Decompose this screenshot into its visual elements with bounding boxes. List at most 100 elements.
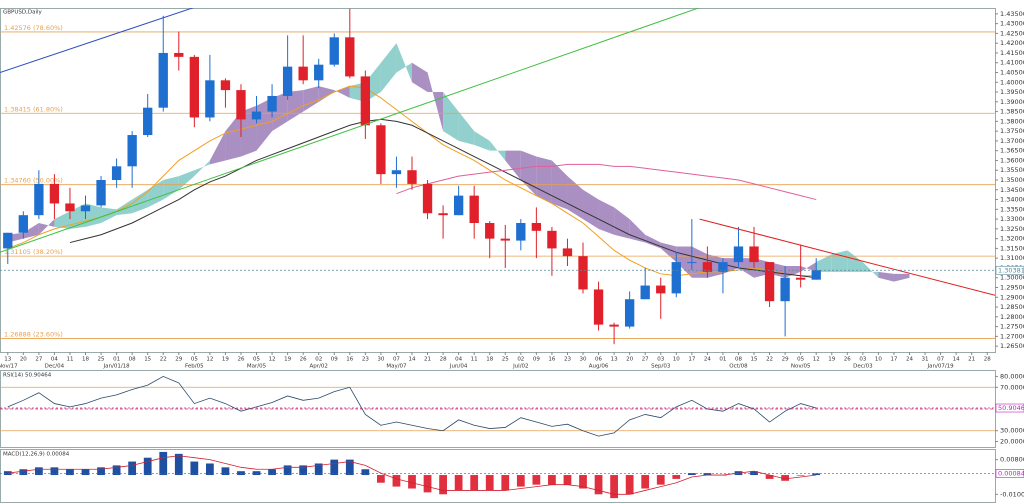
y-tick-label: 1.31000 bbox=[1000, 254, 1024, 262]
candle-body bbox=[656, 285, 666, 294]
x-month-label: Jan/07/19 bbox=[926, 364, 954, 370]
x-tick-label: 13 bbox=[4, 357, 11, 363]
cloud-segment bbox=[334, 86, 350, 98]
x-tick-label: 07 bbox=[937, 357, 944, 363]
candle-body bbox=[562, 248, 573, 257]
candle-body bbox=[158, 52, 168, 108]
x-tick-label: 16 bbox=[346, 357, 353, 363]
macd-bar bbox=[221, 467, 230, 476]
x-tick-label: 10 bbox=[875, 357, 882, 363]
y-tick-label: 1.40000 bbox=[1000, 78, 1024, 86]
macd-bar bbox=[796, 475, 805, 476]
candle-body bbox=[3, 232, 13, 249]
macd-bar bbox=[268, 469, 276, 476]
macd-bar bbox=[97, 467, 105, 476]
cloud-segment bbox=[443, 92, 459, 141]
macd-bar bbox=[625, 475, 634, 495]
cloud-segment bbox=[800, 262, 817, 272]
x-tick-label: 25 bbox=[98, 357, 105, 363]
candle-body bbox=[236, 90, 246, 120]
cloud-segment bbox=[583, 189, 599, 229]
cloud-segment bbox=[676, 246, 692, 278]
x-tick-label: 14 bbox=[953, 357, 960, 363]
cloud-segment bbox=[474, 131, 490, 151]
macd-bar bbox=[190, 461, 199, 476]
y-tick-label: 1.35000 bbox=[1000, 176, 1024, 184]
x-tick-label: 20 bbox=[626, 357, 633, 363]
candle-body bbox=[345, 37, 355, 77]
macd-bar bbox=[345, 459, 354, 476]
y-tick-label: 1.42500 bbox=[1000, 29, 1024, 37]
x-tick-label: 30 bbox=[580, 357, 587, 363]
x-tick-label: 19 bbox=[284, 357, 291, 363]
x-tick-label: 23 bbox=[564, 357, 571, 363]
candle-body bbox=[127, 135, 137, 167]
candle-body bbox=[391, 170, 402, 175]
x-month-label: Jun/04 bbox=[449, 364, 468, 370]
y-tick-label: 1.38500 bbox=[1000, 108, 1024, 116]
macd-bar bbox=[516, 475, 525, 487]
x-tick-label: 15 bbox=[144, 357, 151, 363]
x-tick-label: 24 bbox=[704, 357, 711, 363]
current-label-box bbox=[995, 403, 1024, 413]
macd-bar bbox=[765, 475, 774, 479]
x-tick-label: 01 bbox=[719, 357, 726, 363]
x-tick-label: 18 bbox=[486, 357, 493, 363]
x-tick-label: 31 bbox=[922, 357, 929, 363]
cloud-segment bbox=[209, 131, 226, 165]
x-tick-label: 18 bbox=[82, 357, 89, 363]
x-tick-label: 08 bbox=[735, 357, 742, 363]
current-label-box bbox=[995, 265, 1024, 275]
candle-body bbox=[609, 324, 619, 327]
cloud-segment bbox=[862, 262, 879, 278]
candle-body bbox=[376, 125, 386, 175]
x-tick-label: 02 bbox=[517, 357, 524, 363]
y-tick-label: 1.33500 bbox=[1000, 205, 1024, 213]
x-month-label: Oct/08 bbox=[729, 364, 748, 370]
x-tick-label: 23 bbox=[362, 357, 369, 363]
cloud-segment bbox=[458, 111, 475, 145]
y-tick-label: 1.35500 bbox=[1000, 166, 1024, 174]
x-tick-label: 22 bbox=[160, 357, 167, 363]
y-tick-label: 1.37000 bbox=[1000, 137, 1024, 145]
candle-body bbox=[65, 203, 75, 212]
cloud-segment bbox=[147, 180, 164, 208]
x-month-label: Aug/06 bbox=[589, 364, 609, 370]
x-tick-label: 21 bbox=[968, 357, 975, 363]
y-tick-label: 1.29000 bbox=[1000, 293, 1024, 301]
cloud-segment bbox=[38, 219, 55, 235]
x-tick-label: 01 bbox=[113, 357, 120, 363]
panel-title: GBPUSD,Daily bbox=[3, 10, 43, 16]
x-tick-label: 29 bbox=[175, 357, 182, 363]
cloud-segment bbox=[23, 223, 39, 239]
y-tick-label: 1.34500 bbox=[1000, 186, 1024, 194]
macd-bar bbox=[205, 463, 214, 476]
candle-body bbox=[531, 223, 542, 231]
macd-bar bbox=[143, 457, 152, 476]
cloud-segment bbox=[878, 271, 894, 282]
x-tick-label: 27 bbox=[642, 357, 649, 363]
x-tick-label: 15 bbox=[751, 357, 758, 363]
cloud-segment bbox=[816, 254, 832, 272]
candle-body bbox=[267, 95, 277, 112]
cloud-segment bbox=[194, 160, 210, 177]
candle-body bbox=[96, 180, 106, 206]
x-tick-label: 09 bbox=[331, 357, 338, 363]
y-tick-label: 1.41000 bbox=[1000, 59, 1024, 67]
candle-body bbox=[780, 277, 790, 302]
x-tick-label: 05 bbox=[797, 357, 804, 363]
x-tick-label: 10 bbox=[673, 357, 680, 363]
x-tick-label: 24 bbox=[906, 357, 913, 363]
candle-body bbox=[702, 262, 713, 272]
level-label: 1.38415 (61.80%) bbox=[4, 105, 63, 113]
x-tick-label: 05 bbox=[191, 357, 198, 363]
x-tick-label: 03 bbox=[859, 357, 866, 363]
macd-bar bbox=[299, 465, 308, 476]
candle-body bbox=[407, 170, 417, 184]
macd-bar bbox=[470, 475, 479, 491]
macd-bar bbox=[66, 469, 74, 476]
trend-line bbox=[0, 8, 700, 253]
macd-panel-frame bbox=[0, 449, 996, 503]
y-tick-label: 80.00000 bbox=[1000, 372, 1024, 380]
